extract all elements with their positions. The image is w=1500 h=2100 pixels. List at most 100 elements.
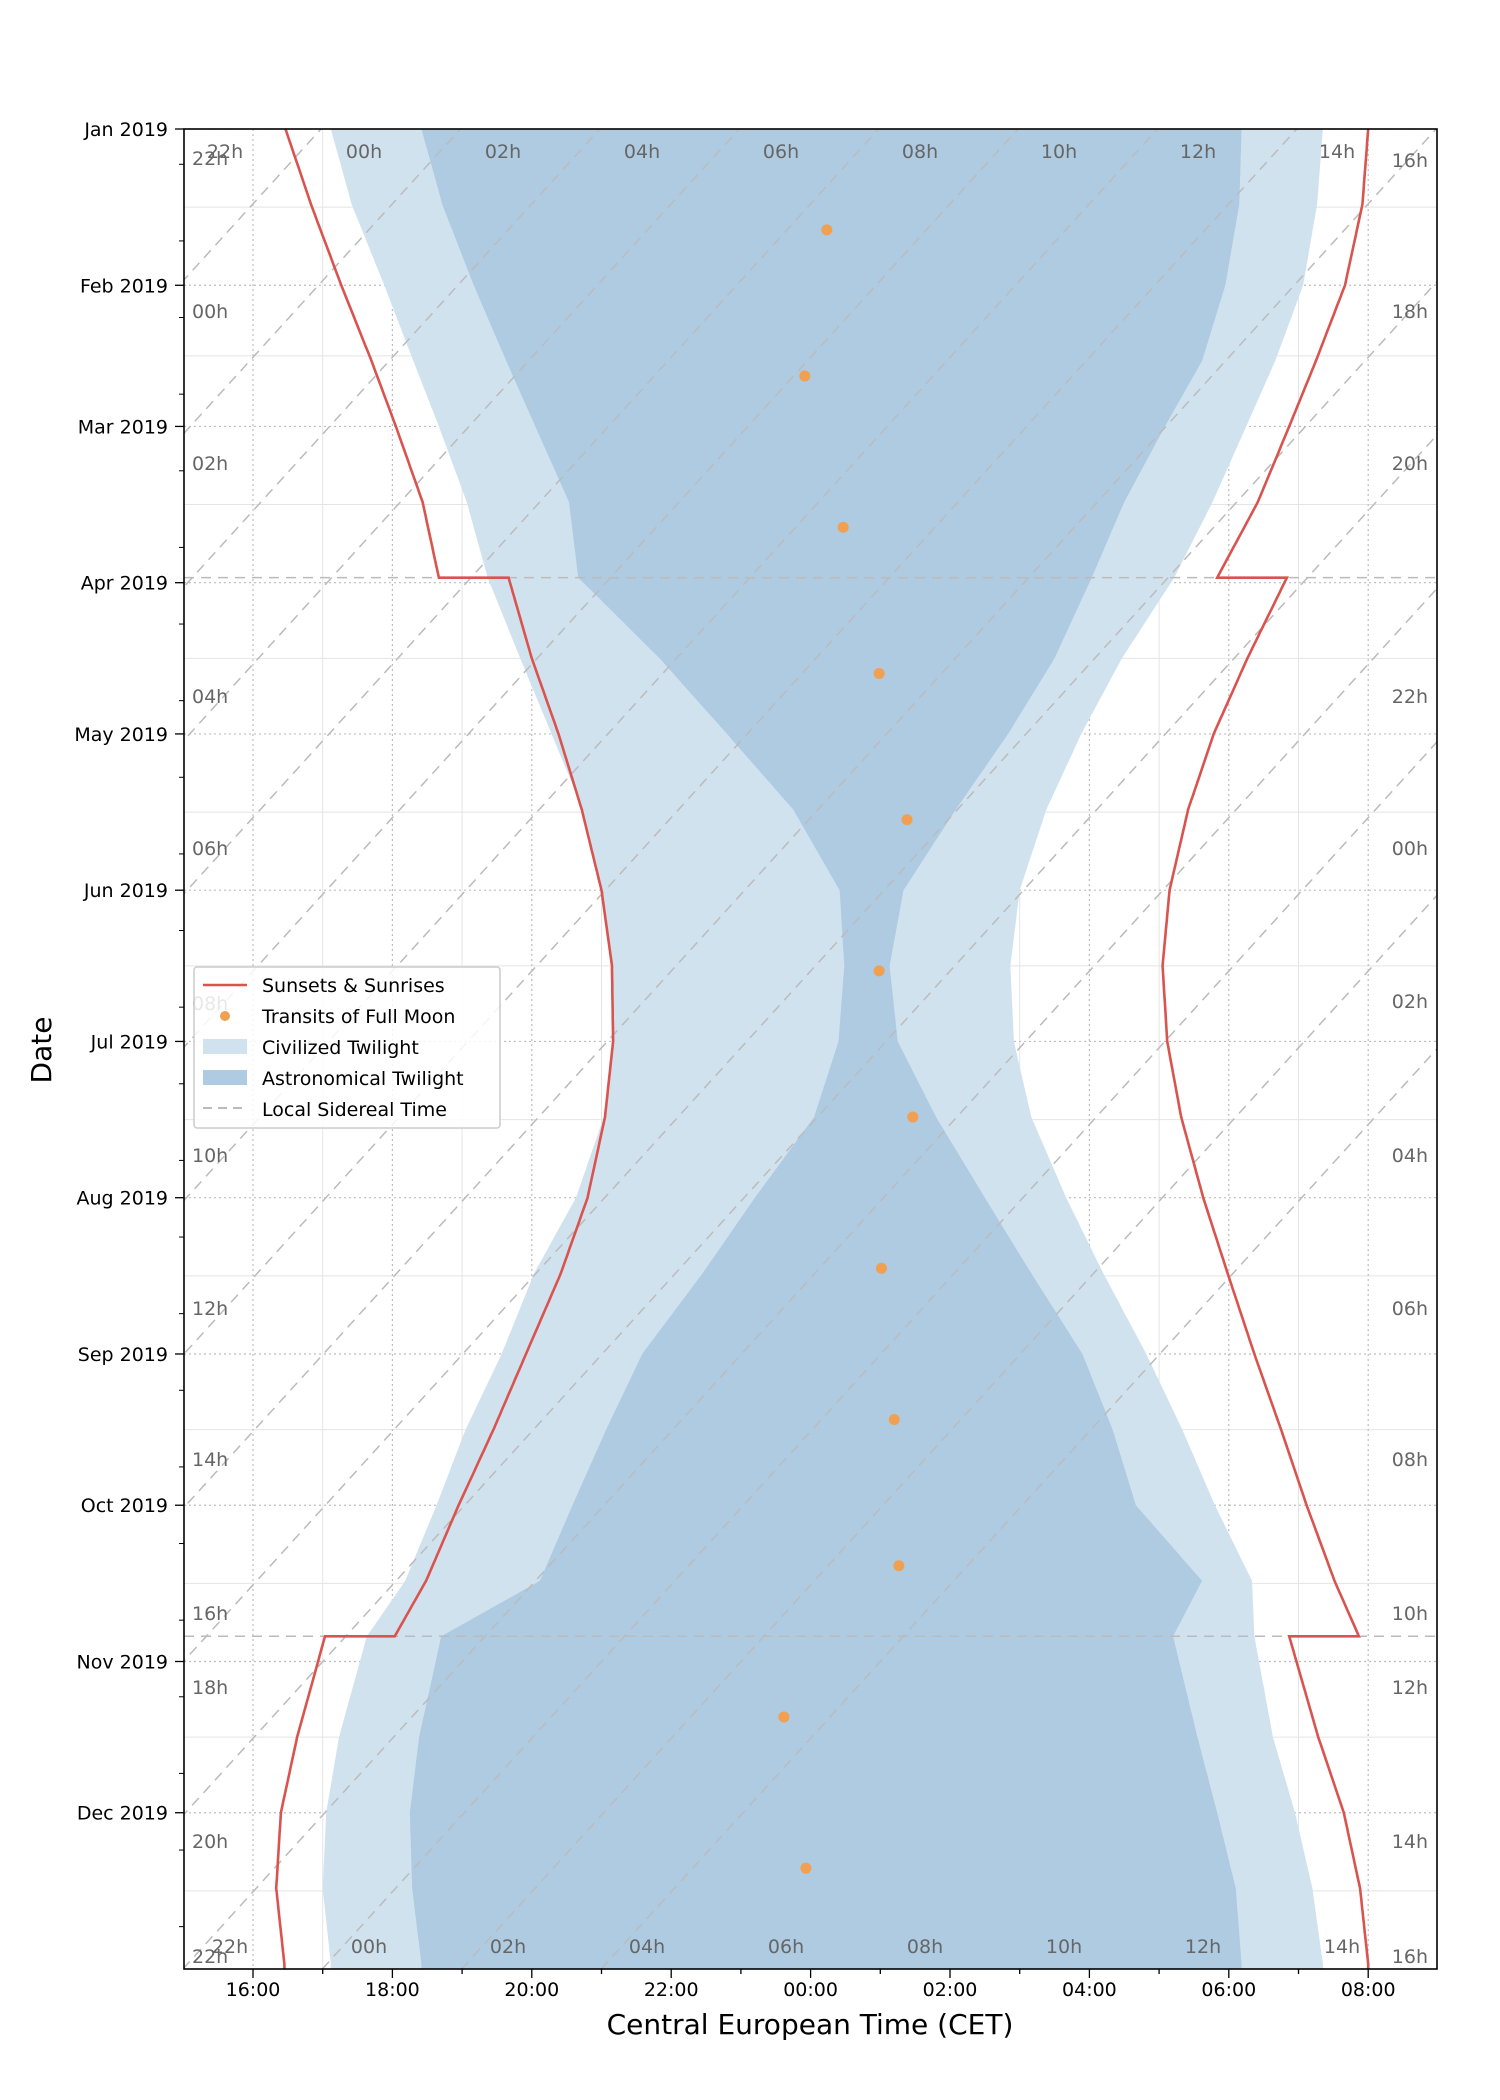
sunrise-curve: [1161, 129, 1370, 1969]
x-tick-label: 08:00: [1341, 1979, 1396, 2001]
lst-label-top: 14h: [1319, 141, 1355, 163]
lst-label-left: 10h: [192, 1145, 228, 1167]
sidereal-line: [321, 740, 1437, 1969]
y-tick-label: Apr 2019: [81, 573, 168, 595]
lst-label-bottom: 00h: [351, 1936, 387, 1958]
lst-label-bottom: 04h: [629, 1936, 665, 1958]
moon-transits: [778, 224, 919, 1874]
x-tick-label: 18:00: [365, 1979, 420, 2001]
lst-label-right: 00h: [1392, 838, 1428, 860]
lst-label-top: 22h: [207, 141, 243, 163]
full-moon-transit-point: [799, 370, 811, 382]
x-tick-label: 00:00: [783, 1979, 838, 2001]
y-tick-label: May 2019: [74, 724, 168, 746]
y-tick-label: Aug 2019: [77, 1188, 169, 1210]
plot-area: 22h 00h 02h 04h 06h 08h 10h 12h 14h 22h 00h 02h 04h 0…: [184, 129, 1437, 1969]
lst-label-right: 10h: [1392, 1603, 1428, 1625]
lst-label-left: 18h: [192, 1677, 228, 1699]
legend-label-astro: Astronomical Twilight: [262, 1068, 464, 1090]
lst-label-right: 22h: [1392, 686, 1428, 708]
lst-label-left: 00h: [192, 301, 228, 323]
lst-label-left: 14h: [192, 1449, 228, 1471]
lst-label-left: 02h: [192, 453, 228, 475]
y-tick-label: Dec 2019: [77, 1803, 168, 1825]
lst-label-top: 08h: [902, 141, 938, 163]
twilight-bands: [322, 129, 1323, 1969]
full-moon-transit-point: [821, 224, 833, 236]
lst-label-right: 16h: [1392, 1946, 1428, 1968]
y-tick-label: Nov 2019: [77, 1651, 168, 1673]
astronomical-twilight-band: [409, 129, 1242, 1969]
sidereal-line: [184, 280, 1437, 1662]
legend-swatch-civil: [203, 1039, 247, 1054]
lst-label-top: 04h: [624, 141, 660, 163]
lst-label-left: 20h: [192, 1831, 228, 1853]
sidereal-line: [184, 587, 1437, 1969]
lst-label-top: 10h: [1041, 141, 1077, 163]
lst-label-right: 20h: [1392, 453, 1428, 475]
lst-label-right: 12h: [1392, 1677, 1428, 1699]
lst-label-right: 14h: [1392, 1831, 1428, 1853]
x-tick-label: 16:00: [226, 1979, 281, 2001]
x-tick-label: 02:00: [923, 1979, 978, 2001]
lst-label-bottom: 14h: [1324, 1936, 1360, 1958]
lst-label-top: 02h: [485, 141, 521, 163]
lst-label-bottom: 06h: [768, 1936, 804, 1958]
y-tick-label: Oct 2019: [81, 1495, 168, 1517]
x-tick-label: 22:00: [644, 1979, 699, 2001]
legend-label-moon: Transits of Full Moon: [261, 1006, 455, 1028]
axes: 16:00 18:00 20:00 22:00 00:00 02:00 04:00 06:00…: [74, 119, 1395, 2001]
legend-swatch-astro: [203, 1070, 247, 1085]
lst-label-left: 22h: [192, 148, 228, 170]
sidereal-line: [461, 894, 1437, 1969]
sun-curves: [274, 129, 1370, 1969]
full-moon-transit-point: [873, 965, 885, 977]
full-moon-transit-point: [837, 521, 849, 533]
lst-label-left: 12h: [192, 1298, 228, 1320]
x-tick-label: 06:00: [1201, 1979, 1256, 2001]
legend-label-lst: Local Sidereal Time: [262, 1099, 447, 1121]
full-moon-transit-point: [893, 1560, 905, 1572]
lst-label-bottom: 08h: [907, 1936, 943, 1958]
full-moon-transit-point: [778, 1711, 790, 1723]
full-moon-transit-point: [888, 1414, 900, 1426]
lst-label-top: 12h: [1180, 141, 1216, 163]
full-moon-transit-point: [800, 1862, 812, 1874]
lst-label-bottom: 22h: [212, 1936, 248, 1958]
x-tick-label: 04:00: [1062, 1979, 1117, 2001]
lst-label-left: 06h: [192, 838, 228, 860]
lst-label-bottom: 10h: [1046, 1936, 1082, 1958]
sunset-curve: [274, 129, 615, 1969]
lst-label-right: 18h: [1392, 301, 1428, 323]
full-moon-transit-point: [907, 1111, 919, 1123]
lst-label-right: 16h: [1392, 150, 1428, 172]
y-axis-title: Date: [25, 1017, 58, 1084]
lst-label-left: 04h: [192, 686, 228, 708]
lst-label-left: 16h: [192, 1603, 228, 1625]
y-tick-label: Sep 2019: [78, 1344, 168, 1366]
lst-label-right: 08h: [1392, 1449, 1428, 1471]
lst-label-bottom: 12h: [1185, 1936, 1221, 1958]
y-tick-label: Jan 2019: [83, 119, 168, 141]
lst-label-left: 22h: [192, 1946, 228, 1968]
full-moon-transit-point: [873, 667, 885, 679]
lst-label-bottom: 02h: [490, 1936, 526, 1958]
full-moon-transit-point: [875, 1262, 887, 1274]
x-axis-title: Central European Time (CET): [607, 2008, 1014, 2041]
lst-label-right: 06h: [1392, 1298, 1428, 1320]
legend-swatch-moon: [220, 1011, 230, 1021]
lst-label-right: 04h: [1392, 1145, 1428, 1167]
y-tick-label: Jul 2019: [90, 1031, 168, 1053]
legend-label-sun: Sunsets & Sunrises: [262, 975, 445, 997]
sidereal-line: [184, 433, 1437, 1816]
sidereal-line: [184, 129, 1437, 1509]
legend-label-civil: Civilized Twilight: [262, 1037, 419, 1059]
legend: Sunsets & Sunrises Transits of Full Moon…: [193, 966, 501, 1129]
x-tick-label: 20:00: [504, 1979, 559, 2001]
lst-label-top: 00h: [346, 141, 382, 163]
lst-label-top: 06h: [763, 141, 799, 163]
y-tick-label: Feb 2019: [80, 275, 168, 297]
legend-box: [193, 966, 501, 1129]
y-tick-label: Jun 2019: [83, 880, 168, 902]
